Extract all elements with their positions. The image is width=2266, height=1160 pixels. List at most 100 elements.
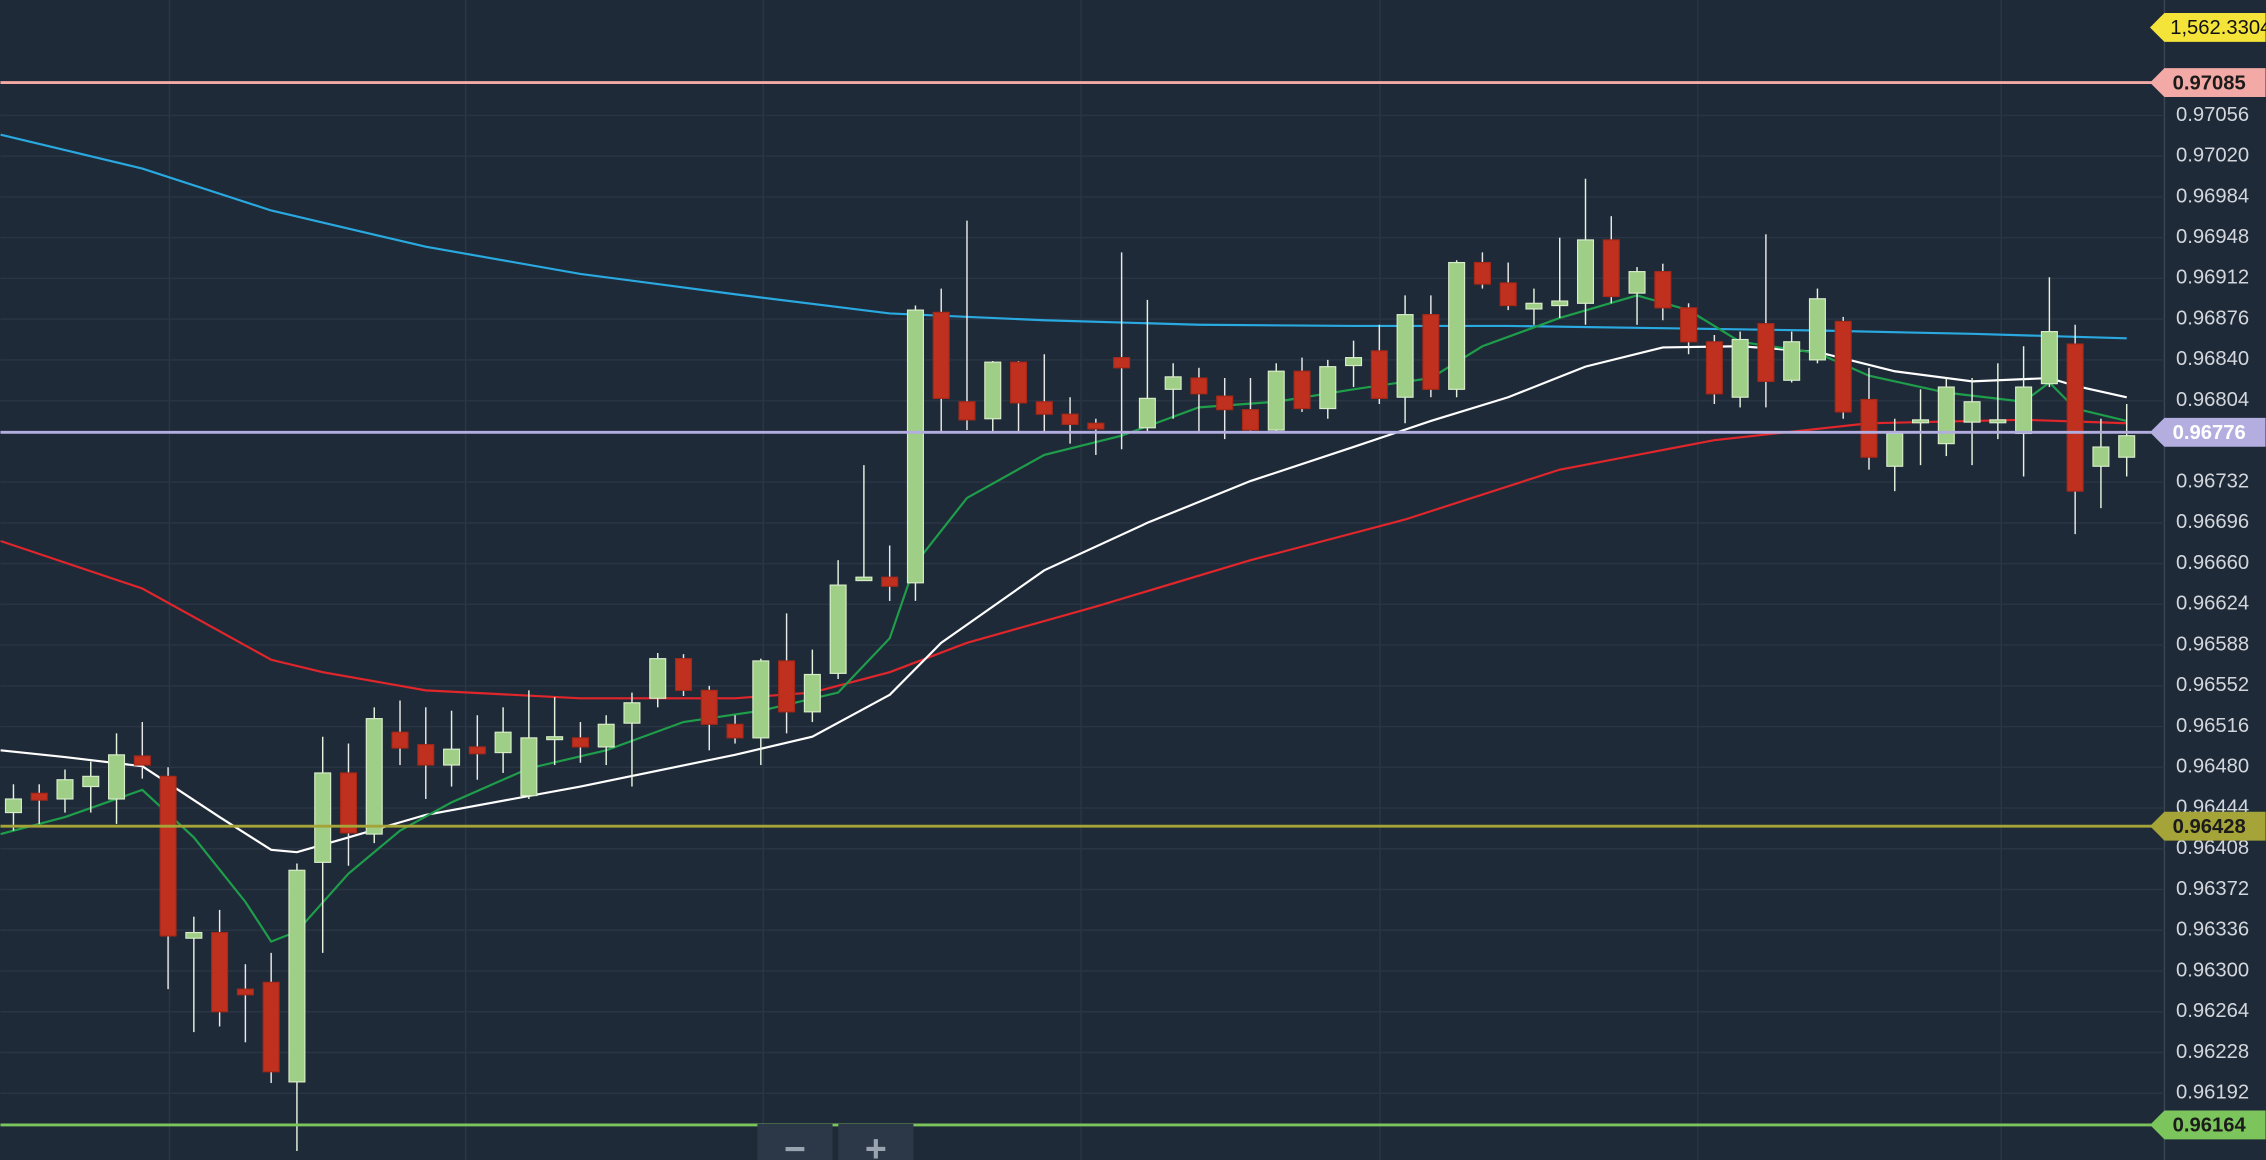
y-tick-label: 0.96876 [2176,307,2249,329]
candle-body [108,754,126,800]
zoom-out-button[interactable] [757,1123,833,1160]
candle-body [546,736,564,741]
candle-body [1035,401,1053,415]
candle-body [1834,320,1852,413]
candle-body [700,689,718,725]
price-level-label: 0.97085 [2173,72,2246,94]
candle-body [1705,341,1723,395]
y-tick-label: 0.96588 [2176,633,2249,655]
candle-body [1757,323,1775,382]
price-level-tag [2149,417,2266,447]
price-level-tag [2149,811,2266,841]
y-tick-label: 0.96192 [2176,1082,2249,1104]
candle-body [211,931,229,1013]
y-tick-label: 0.96732 [2176,470,2249,492]
candle-body [1319,366,1337,410]
candle-body [133,755,151,766]
candle-body [468,746,486,755]
candle-body [1190,377,1208,395]
candle-body [288,869,306,1083]
candle-body [906,309,924,584]
candle-body [1551,300,1569,307]
y-tick-label: 0.96336 [2176,919,2249,941]
candle-body [417,744,435,766]
y-tick-label: 0.96912 [2176,267,2249,289]
candle-body [984,361,1002,420]
candle-body [855,576,873,582]
y-tick-label: 0.96264 [2176,1000,2249,1022]
candle-body [1061,413,1079,425]
price-level-tag [2149,1110,2266,1140]
zoom-out-label[interactable]: − [784,1127,806,1160]
y-tick-label: 0.96624 [2176,593,2249,615]
candle-body [30,792,48,801]
candle-body [1370,350,1388,399]
candle-body [1602,239,1620,298]
y-tick-label: 0.96228 [2176,1041,2249,1063]
candle-body [2118,435,2136,458]
candle-body [1473,261,1491,285]
candle-body [1293,370,1311,410]
candle-body [674,658,693,691]
price-level-label: 0.96776 [2173,422,2246,444]
candle-body [1654,271,1672,309]
candle-body [932,311,950,399]
candle-body [881,576,899,587]
zoom-controls: − + [757,1123,914,1160]
candle-body [1241,409,1259,431]
candle-body [159,775,177,937]
candle-body [1963,401,1981,423]
candle-body [1576,239,1595,304]
y-tick-label: 0.96840 [2176,348,2249,370]
candle-body [958,401,976,421]
moving-average-line [0,345,2127,854]
candle-body [236,988,254,996]
candle-body [1783,341,1801,381]
candle-body [1860,398,1878,458]
badge-tag [2149,13,2266,42]
candle-body [1216,395,1234,411]
candle-body [339,772,357,834]
y-tick-label: 0.96480 [2176,756,2249,778]
candle-body [1113,357,1131,369]
candle-body [1680,307,1698,343]
candle-body [1138,397,1156,429]
candle-body [829,584,847,674]
candle-body [752,660,770,739]
y-tick-label: 0.96552 [2176,674,2249,696]
candle-body [2015,386,2033,435]
y-tick-label: 0.96984 [2176,185,2249,207]
y-tick-label: 0.96804 [2176,389,2249,411]
y-tick-label: 0.96408 [2176,837,2249,859]
candle-body [1808,298,1826,361]
candle-body [1396,314,1414,398]
candle-body [1886,432,1904,467]
y-tick-label: 0.96300 [2176,959,2249,981]
candle-body [443,748,461,766]
y-tick-label: 0.96516 [2176,715,2249,737]
candle-body [262,981,280,1073]
candle-body [520,737,538,797]
y-tick-label: 0.97020 [2176,145,2249,167]
candle-body [365,718,383,835]
zoom-in-button[interactable] [838,1123,914,1160]
y-tick-label: 0.96660 [2176,552,2249,574]
candle-body [1989,419,2007,424]
candle-body [1010,361,1028,404]
candle-body [494,731,512,754]
candle-body [571,737,589,748]
candle-body [1345,357,1363,367]
moving-average-line [0,418,2127,700]
candle-body [2040,331,2058,385]
zoom-in-label[interactable]: + [865,1127,887,1160]
time-grid [168,0,2002,1160]
candle-body [1937,386,1955,445]
candle-body [2066,343,2084,492]
candle-body [1731,338,1749,398]
candle-body [82,775,100,788]
candle-body [314,772,332,863]
badge-label: 1,562.3304 [2170,17,2266,39]
